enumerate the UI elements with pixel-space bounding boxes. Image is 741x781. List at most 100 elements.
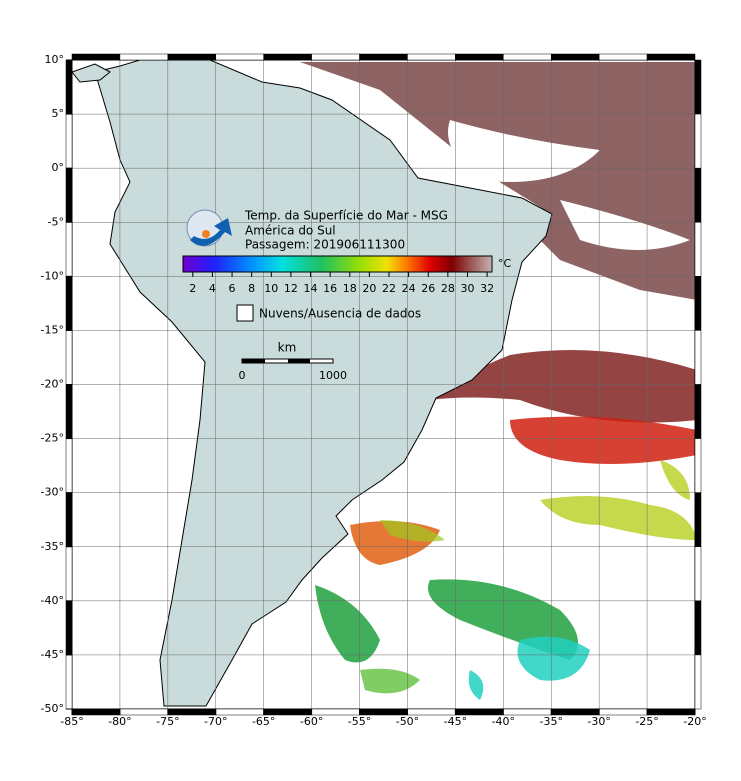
frame-segment [694, 330, 702, 385]
y-tick-label: -30° [41, 486, 64, 499]
x-tick-label: -40° [492, 715, 515, 728]
colorbar-tick-label: 12 [284, 282, 298, 295]
colorbar-tick-label: 22 [382, 282, 396, 295]
y-tick-label: 5° [52, 107, 65, 120]
frame-segment [65, 113, 73, 169]
frame-segment [550, 53, 600, 61]
colorbar-unit: °C [498, 257, 512, 270]
x-tick-label: -75° [156, 715, 179, 728]
frame-segment [65, 654, 73, 710]
y-tick-label: -45° [41, 648, 64, 661]
frame-segment [119, 53, 169, 61]
frame-segment [455, 53, 504, 61]
frame-segment [65, 384, 73, 439]
y-tick-label: -35° [41, 540, 64, 553]
frame-segment [71, 53, 121, 61]
y-tick-label: -15° [41, 323, 64, 336]
frame-segment [65, 167, 73, 223]
x-tick-label: -60° [300, 715, 323, 728]
x-tick-label: -80° [108, 715, 131, 728]
title-line: Passagem: 201906111300 [245, 238, 405, 252]
colorbar-tick-label: 16 [323, 282, 337, 295]
sst-patch [430, 350, 695, 423]
frame-segment [311, 53, 360, 61]
colorbar-ticks: 2 4 6 8 10 12 14 16 18 20 22 24 26 28 30 32 [189, 272, 494, 295]
frame-segment [646, 53, 696, 61]
frame-segment [359, 53, 408, 61]
frame-band [65, 53, 702, 716]
frame-segment [503, 53, 552, 61]
frame-segment [694, 167, 702, 223]
colorbar-tick-label: 30 [460, 282, 474, 295]
x-tick-label: -50° [396, 715, 419, 728]
sst-patch [468, 636, 590, 700]
scale-unit: km [278, 341, 297, 355]
colorbar-tick-label: 2 [189, 282, 196, 295]
y-tick-label: 10° [45, 53, 65, 66]
map-body [72, 60, 695, 709]
colorbar-tick-label: 28 [441, 282, 455, 295]
frame-segment [598, 53, 648, 61]
sst-patch [540, 460, 695, 540]
sst-patch [315, 579, 578, 663]
scale-bar [242, 359, 265, 363]
sst-patch [448, 120, 690, 250]
frame-segment [694, 600, 702, 656]
y-tick-label: -25° [41, 432, 64, 445]
frame-segment [167, 53, 217, 61]
frame-segment [694, 276, 702, 331]
frame-segment [694, 222, 702, 277]
x-tick-label: -85° [60, 715, 83, 728]
x-tick-label: -45° [444, 715, 467, 728]
x-tick-label: -55° [348, 715, 371, 728]
frame-segment [65, 59, 73, 115]
colorbar-tick-label: 14 [304, 282, 318, 295]
logo [186, 209, 232, 247]
scale-label: 0 [239, 369, 246, 382]
frame-segment [65, 222, 73, 277]
y-tick-label: -50° [41, 702, 64, 715]
colorbar-tick-label: 26 [421, 282, 435, 295]
y-tick-label: -10° [41, 269, 64, 282]
axes: -85° -80° -75° -70° -65° -60° -55° -50° -45° -40°… [41, 53, 707, 728]
frame-segment [65, 600, 73, 656]
x-tick-label: -25° [635, 715, 658, 728]
x-tick-label: -70° [204, 715, 227, 728]
x-tick-label: -20° [683, 715, 706, 728]
frame-segment [263, 53, 312, 61]
x-tick-label: -30° [587, 715, 610, 728]
frame-segment [694, 492, 702, 547]
colorbar [182, 255, 493, 273]
y-tick-label: 0° [52, 161, 65, 174]
frame-segment [694, 384, 702, 439]
frame-segment [65, 546, 73, 602]
title-line: Temp. da Superfície do Mar - MSG [244, 209, 448, 223]
sst-patch [510, 416, 695, 464]
colorbar-tick-label: 10 [264, 282, 278, 295]
scale-label: 1000 [319, 369, 347, 382]
sst-patch [360, 668, 420, 694]
legend-label: Nuvens/Ausencia de dados [259, 307, 421, 321]
colorbar-tick-label: 32 [480, 282, 494, 295]
frame-segment [694, 546, 702, 602]
title-line: América do Sul [245, 224, 336, 238]
colorbar-tick-label: 18 [343, 282, 357, 295]
colorbar-tick-label: 20 [362, 282, 376, 295]
x-tick-label: -35° [539, 715, 562, 728]
frame-segment [65, 276, 73, 331]
frame-segment [65, 330, 73, 385]
frame-segment [65, 438, 73, 493]
legend-swatch [236, 304, 254, 322]
y-tick-label: -20° [41, 378, 64, 391]
scale-bar [288, 359, 310, 363]
frame-segment [694, 113, 702, 169]
land [72, 63, 111, 83]
sst-patch [380, 520, 445, 542]
grid [72, 60, 695, 709]
frame-segment [215, 53, 264, 61]
y-tick-label: -40° [41, 594, 64, 607]
colorbar-tick-label: 6 [229, 282, 236, 295]
y-tick-label: -5° [48, 215, 64, 228]
colorbar-tick-label: 4 [209, 282, 216, 295]
